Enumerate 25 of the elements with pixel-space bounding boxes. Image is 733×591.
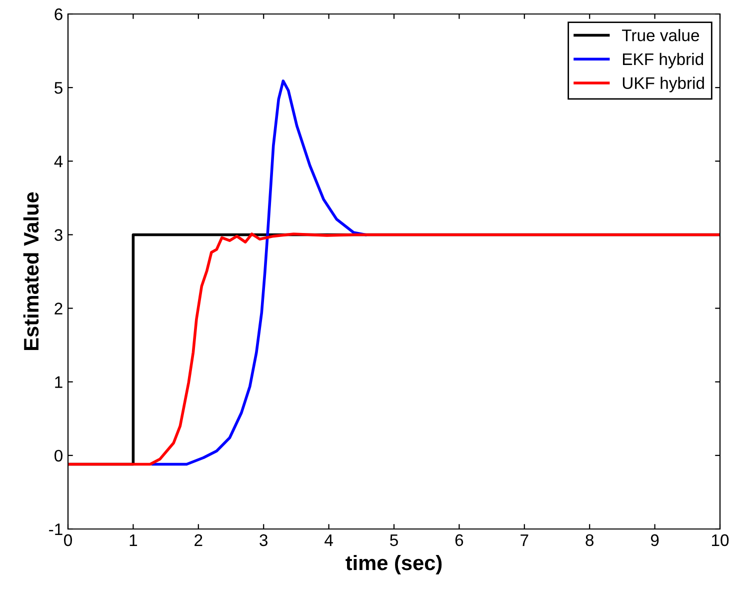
y-tick-label: 4	[54, 156, 63, 168]
x-tick-label: 9	[650, 534, 659, 546]
y-tick-label: 1	[55, 376, 62, 388]
y-tick-label: 3	[54, 229, 62, 241]
x-tick-label: 2	[194, 534, 202, 546]
x-tick-label: 3	[260, 534, 268, 546]
y-tick-label: 2	[54, 302, 62, 314]
y-tick-label: 0	[54, 450, 62, 462]
x-axis-title: time (sec)	[346, 554, 442, 574]
legend-label: True value	[622, 29, 700, 42]
legend-label: EKF hybrid	[623, 52, 704, 68]
x-tick-label: 1	[130, 534, 138, 546]
line-series	[151, 80, 367, 466]
x-tick-label: 0	[64, 534, 72, 546]
y-tick-label: -1	[49, 524, 62, 536]
x-tick-label: 5	[390, 534, 398, 546]
legend-label: UKF hybrid	[622, 76, 704, 92]
y-tick-label: 5	[54, 82, 62, 94]
x-tick-label: 7	[520, 534, 528, 546]
x-tick-label: 8	[586, 534, 594, 546]
y-tick-label: 6	[54, 8, 62, 20]
x-tick-label: 10	[712, 534, 729, 546]
x-tick-label: 6	[455, 534, 464, 546]
y-axis-title: Estimated Value	[23, 192, 39, 350]
x-tick-label: 4	[324, 534, 333, 546]
